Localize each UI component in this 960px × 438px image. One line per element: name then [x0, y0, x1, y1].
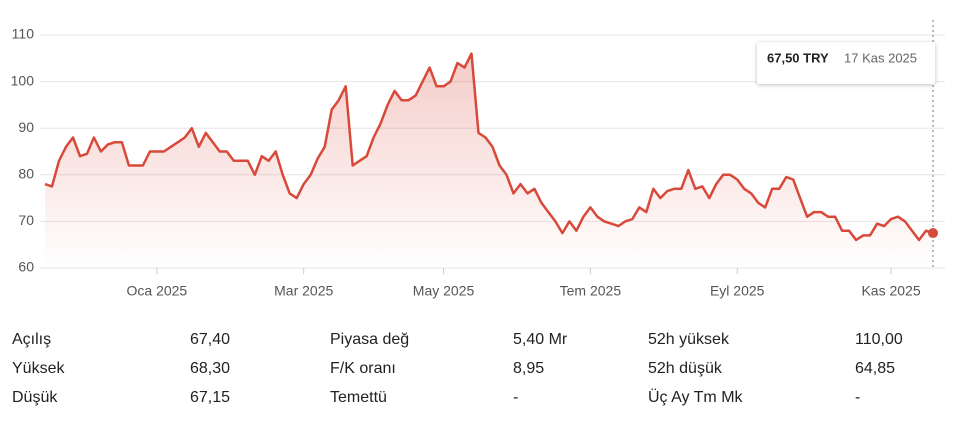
plot — [44, 52, 938, 268]
stat-label: Üç Ay Tm Mk — [648, 389, 743, 406]
last-point — [928, 228, 938, 239]
stat-label: 52h yüksek — [648, 331, 729, 348]
area — [45, 53, 933, 268]
stat-value: 64,85 — [855, 360, 896, 377]
y-tick-label: 80 — [18, 166, 34, 182]
y-tick-label: 100 — [11, 72, 35, 88]
stat-value: 5,40 Mr — [513, 331, 568, 348]
price-line — [44, 52, 934, 242]
chart: 60 70 80 90 100 110 Oca 2025 Mar 2025 May 2025 Te… — [11, 20, 945, 299]
stat-label: Yüksek — [12, 360, 65, 377]
y-tick-label: 90 — [18, 119, 34, 135]
y-tick-label: 70 — [18, 212, 34, 228]
stat-label: F/K oranı — [330, 360, 396, 377]
stat-label: Temettü — [330, 389, 387, 406]
y-tick-label: 110 — [12, 26, 35, 42]
x-tick-label: Mar 2025 — [274, 283, 333, 299]
stat-value: 67,15 — [190, 389, 231, 406]
stat-value: 8,95 — [513, 360, 545, 377]
stat-value: 110,00 — [855, 331, 903, 348]
tooltip-price: 67,50 TRY — [767, 50, 829, 65]
x-tick-label: Eyl 2025 — [710, 283, 765, 299]
x-tick-label: Tem 2025 — [560, 283, 622, 299]
stat-label: Piyasa değ — [330, 331, 410, 348]
tooltip: 67,50 TRY 17 Kas 2025 — [757, 42, 935, 84]
stat-value: - — [855, 389, 861, 406]
y-tick-label: 60 — [18, 259, 34, 275]
tooltip-date: 17 Kas 2025 — [844, 50, 917, 65]
tooltip-box — [757, 42, 935, 84]
stat-label: 52h düşük — [648, 360, 722, 377]
stat-value: - — [513, 389, 519, 406]
stat-value: 67,40 — [190, 331, 231, 348]
x-tick-label: Kas 2025 — [861, 283, 920, 299]
stat-value: 68,30 — [190, 360, 231, 377]
stat-label: Açılış — [12, 331, 52, 348]
x-tick-label: May 2025 — [413, 283, 475, 299]
x-tick-label: Oca 2025 — [127, 283, 188, 299]
stat-label: Düşük — [12, 389, 58, 406]
grid: 60 70 80 90 100 110 Oca 2025 Mar 2025 May 2025 Te… — [11, 26, 945, 299]
